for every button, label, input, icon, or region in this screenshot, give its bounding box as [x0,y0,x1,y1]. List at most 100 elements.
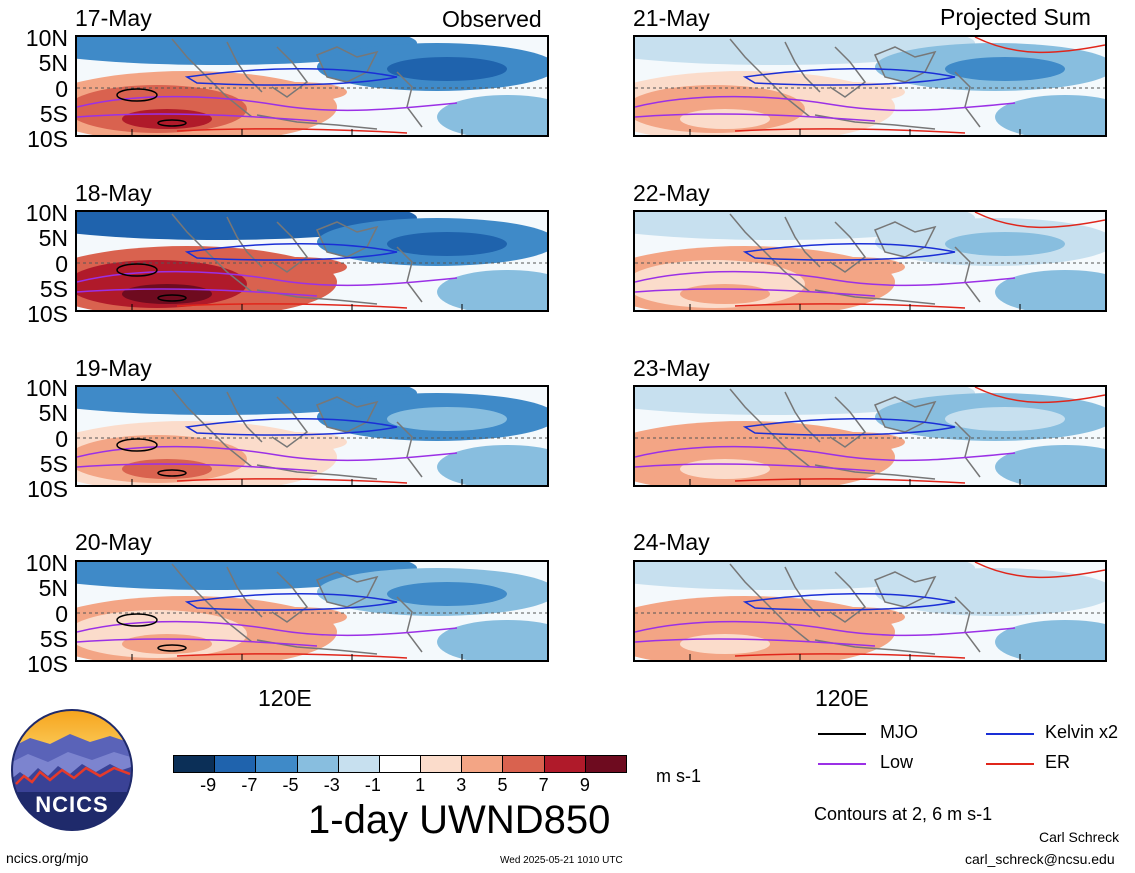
contour-kelvin [742,417,956,436]
anomaly-region [387,57,507,81]
uwnd-map [77,37,547,135]
coastline [954,421,981,478]
legend-label-low: Low [880,752,914,772]
contour-kelvin [742,592,956,611]
colorbar-tick-label: 7 [538,775,549,795]
lat-tick-label: 0 [55,76,68,102]
contour-kelvin [742,242,956,261]
coastline [171,213,253,293]
anomaly-region [680,459,770,479]
panel-date: 21-May [633,5,710,31]
contour-mjo [157,294,187,302]
anomaly-region [995,270,1105,310]
coastline [954,596,981,653]
coastline [729,388,811,468]
coastline [271,571,309,623]
map-panel [633,210,1107,312]
contour-low [635,270,1016,287]
anomaly-region [437,95,547,135]
lat-tick-label: 10N [25,200,68,226]
contour-mjo [157,644,187,652]
colorbar-bin [337,755,380,773]
legend-swatch-mjo [818,733,866,735]
contour-low [635,288,876,297]
footer-timestamp: Wed 2025-05-21 1010 UTC [500,855,623,866]
colorbar-tick-label: -7 [241,775,258,795]
panel-date: 22-May [633,180,710,206]
contour-er [974,562,1105,579]
colorbar-bin [296,755,339,773]
uwnd-map [77,212,547,310]
coastline [171,38,253,118]
lat-tick-label: 10S [27,476,68,502]
coastline [271,46,309,98]
coastline [954,71,981,128]
anomaly-region [945,407,1065,431]
colorbar-tick-label: -5 [282,775,299,795]
anomaly-region [387,232,507,256]
contour-mjo [157,469,187,477]
lat-tick-label: 10S [27,301,68,327]
contour-low [77,113,318,122]
footer-email[interactable]: carl_schreck@ncsu.edu [965,851,1115,867]
projected-label: Projected Sum [940,4,1091,30]
anomaly-region [437,445,547,485]
anomaly-region [387,407,507,431]
anomaly-region [680,284,770,304]
coastline [271,396,309,448]
coastline [396,246,423,303]
colorbar-bin [420,755,463,773]
ncics-logo: NCICS [10,708,134,832]
coastline [171,388,253,468]
uwnd-map [635,562,1105,660]
coastline [729,563,811,643]
contour-er [974,387,1105,404]
anomaly-region [995,445,1105,485]
contour-er [176,478,408,484]
legend-label-mjo: MJO [880,722,918,742]
contour-low [635,95,1016,112]
coastline [829,396,867,448]
colorbar [173,755,627,773]
contour-kelvin [184,242,398,261]
contour-low [77,463,318,472]
legend-swatch-low [818,763,866,765]
colorbar-tick-label: 3 [456,775,467,795]
lat-tick-label: 0 [55,251,68,277]
colorbar-bin [584,755,627,773]
lat-tick-label: 10N [25,550,68,576]
map-panel [75,210,549,312]
lon-label: 120E [815,685,869,711]
anomaly-region [945,232,1065,256]
panel-date: 24-May [633,529,710,555]
coastline [729,38,811,118]
coastline [729,213,811,293]
contour-er [734,303,966,309]
lat-tick-label: 0 [55,601,68,627]
coastline [315,46,379,83]
lat-tick-label: 10S [27,651,68,677]
coastline [396,421,423,478]
logo-text: NCICS [35,792,109,817]
map-panel [75,385,549,487]
lat-tick-label: 10N [25,375,68,401]
anomaly-region [437,620,547,660]
contour-er [176,653,408,659]
coastline [829,221,867,273]
footer-url[interactable]: ncics.org/mjo [6,850,89,866]
uwnd-map [635,387,1105,485]
coastline [171,563,253,643]
contour-low [77,95,458,112]
uwnd-map [635,37,1105,135]
contour-mjo [116,263,158,277]
coastline [873,221,937,258]
coastline [873,396,937,433]
coastline [829,571,867,623]
map-panel [633,385,1107,487]
contour-kelvin [184,417,398,436]
panel-date: 19-May [75,355,152,381]
coastline [315,571,379,608]
map-panel [633,560,1107,662]
anomaly-region [945,57,1065,81]
lat-tick-label: 5S [39,276,68,302]
